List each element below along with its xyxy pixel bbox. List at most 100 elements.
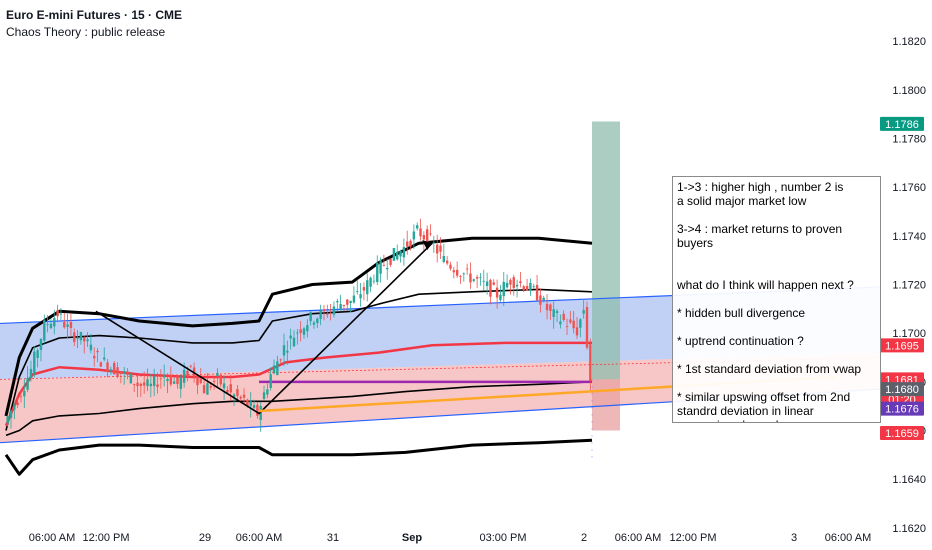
- candle-body: [425, 229, 429, 246]
- candle-body: [152, 376, 156, 387]
- candle-body: [86, 339, 89, 342]
- candle-body: [565, 326, 569, 328]
- price-tick-label: 1.1700: [892, 328, 926, 340]
- candle-body: [386, 267, 389, 270]
- candle-body: [539, 295, 542, 305]
- candle-body: [316, 318, 319, 324]
- candle-body: [332, 306, 336, 315]
- candle-body: [202, 385, 206, 394]
- candle-body: [236, 389, 239, 397]
- note-line: * hidden bull divergence: [677, 306, 806, 320]
- candle-body: [449, 264, 452, 269]
- candle-body: [406, 241, 409, 247]
- candle-body: [339, 304, 342, 310]
- candle-body: [272, 365, 276, 374]
- candle-body: [109, 369, 113, 372]
- candle-body: [189, 365, 192, 367]
- price-badge: [880, 338, 924, 353]
- candle-body: [299, 329, 302, 333]
- candle-body: [139, 383, 143, 387]
- candle-body: [6, 416, 9, 424]
- candle-body: [206, 383, 209, 395]
- candle-body: [286, 350, 289, 353]
- candle-body: [306, 325, 309, 332]
- candle-body: [366, 280, 369, 295]
- candle-body: [469, 273, 472, 283]
- analysis-note[interactable]: 1->3 : higher high , number 2 is a solid …: [672, 176, 881, 423]
- candle-body: [455, 269, 459, 276]
- candle-body: [209, 386, 212, 388]
- candle-body: [529, 282, 532, 291]
- candle-body: [186, 370, 189, 377]
- target-zone: [592, 121, 620, 380]
- candle-body: [475, 277, 479, 279]
- note-line: [677, 348, 876, 362]
- candle-body: [23, 390, 26, 397]
- price-badge-label: 1.1680: [885, 384, 919, 396]
- candle-body: [199, 378, 202, 383]
- price-badge: [880, 401, 924, 416]
- candle-body: [116, 367, 119, 377]
- candle-body: [289, 335, 292, 339]
- time-tick-label: 06:00 AM: [825, 532, 871, 544]
- candle-body: [429, 233, 432, 235]
- candle-body: [582, 310, 585, 314]
- candle-body: [166, 378, 169, 382]
- candle-body: [379, 260, 382, 274]
- candle-body: [485, 281, 489, 287]
- candle-body: [16, 402, 19, 406]
- time-tick-label: 3: [791, 532, 797, 544]
- price-tick-label: 1.1780: [892, 134, 926, 146]
- time-tick-label: 12:00 PM: [82, 532, 129, 544]
- note-line: * 1st standard deviation from vwap: [677, 362, 862, 376]
- candle-body: [575, 327, 579, 336]
- price-badge: [880, 116, 924, 131]
- candle-body: [103, 357, 106, 360]
- note-line: standrd deviation in linear: [677, 404, 814, 418]
- candle-body: [246, 399, 249, 407]
- candle-body: [349, 300, 352, 303]
- candle-body: [442, 255, 446, 262]
- candle-body: [535, 284, 539, 301]
- candle-body: [142, 382, 146, 386]
- candle-body: [336, 301, 339, 303]
- note-line: [677, 292, 876, 306]
- note-line: [677, 376, 876, 390]
- candle-body: [269, 374, 272, 389]
- candle-body: [465, 268, 469, 270]
- candle-body: [422, 235, 426, 240]
- candle-body: [129, 373, 133, 384]
- candle-body: [322, 309, 326, 312]
- candle-body: [312, 322, 316, 325]
- candle-body: [356, 291, 359, 292]
- candle-body: [502, 281, 505, 297]
- candle-body: [159, 378, 163, 380]
- price-tick-label: 1.1640: [892, 474, 926, 486]
- time-axis: 06:00 AM 12:00 PM 29 06:00 AM 31 Sep 03:00 PM 2…: [29, 532, 871, 544]
- candle-body: [259, 405, 262, 421]
- note-line: buyers: [677, 236, 714, 250]
- candle-body: [196, 375, 199, 386]
- candle-body: [525, 286, 529, 291]
- candle-body: [69, 322, 73, 328]
- candle-body: [26, 377, 29, 390]
- candle-body: [569, 319, 572, 323]
- candle-body: [179, 377, 183, 389]
- candle-body: [432, 242, 436, 244]
- candle-body: [59, 313, 63, 315]
- candle-body: [362, 287, 366, 291]
- note-line: [677, 264, 876, 278]
- candle-body: [579, 319, 582, 328]
- candle-body: [49, 323, 53, 329]
- candle-body: [495, 287, 499, 298]
- time-tick-label: 31: [327, 532, 339, 544]
- candle-body: [519, 281, 522, 284]
- candle-body: [226, 389, 229, 393]
- price-tick-label: 1.1820: [892, 36, 926, 48]
- time-tick-label: Sep: [402, 532, 422, 544]
- candle-body: [256, 404, 259, 416]
- candle-body: [399, 250, 402, 257]
- candle-body: [542, 297, 545, 301]
- candle-body: [376, 262, 379, 283]
- time-tick-label: 29: [199, 532, 211, 544]
